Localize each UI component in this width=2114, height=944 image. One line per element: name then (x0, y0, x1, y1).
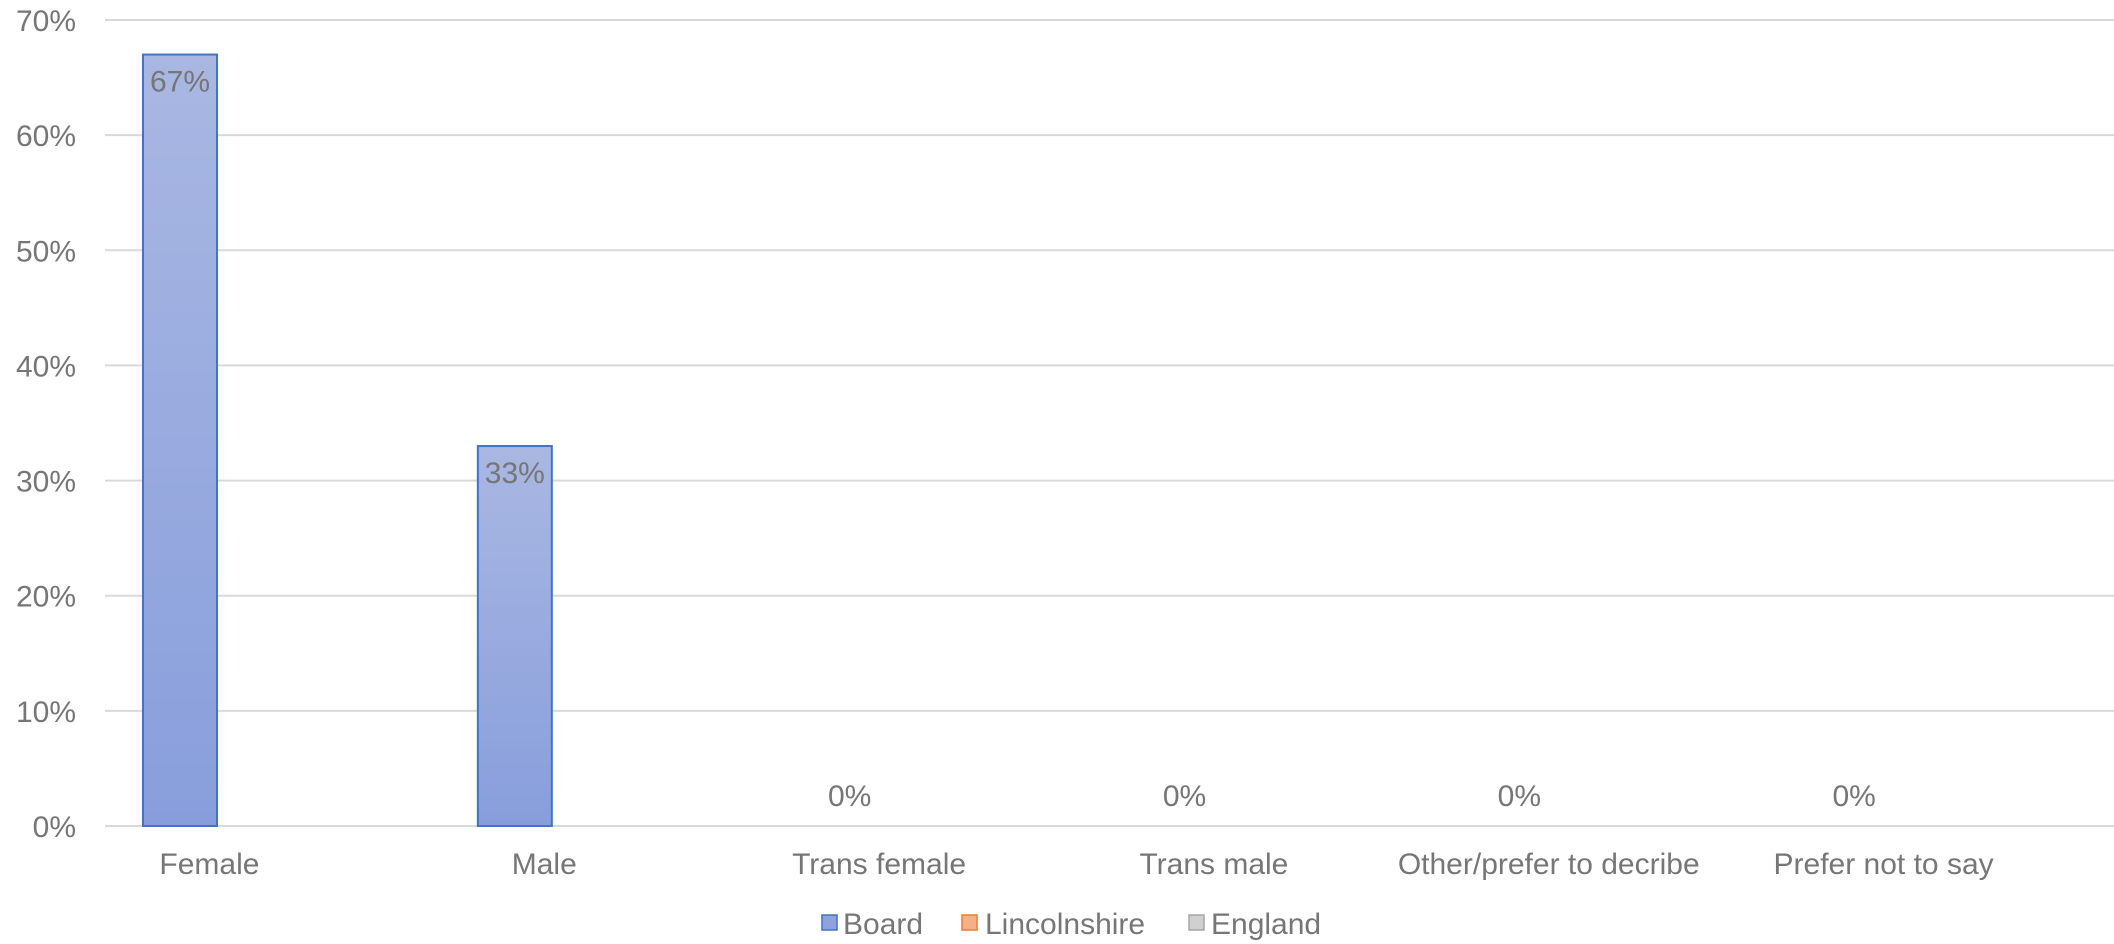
legend-label: England (1211, 908, 1321, 941)
bars (142, 53, 553, 828)
y-tick-label: 40% (16, 350, 76, 383)
gridlines (105, 19, 2114, 827)
bar-female (142, 53, 218, 828)
data-label: 0% (1498, 780, 1541, 813)
x-axis-category-labels: Female Male Trans female Trans male Other/pr… (159, 848, 1993, 881)
legend-swatch (821, 914, 838, 931)
legend-swatch (1188, 914, 1205, 931)
x-category-label: Male (512, 848, 577, 881)
legend-label: Lincolnshire (985, 908, 1145, 941)
legend-swatch (961, 914, 978, 931)
y-tick-label: 60% (16, 120, 76, 153)
y-tick-label: 30% (16, 466, 76, 499)
y-tick-label: 10% (16, 696, 76, 729)
x-category-label: Prefer not to say (1774, 848, 1994, 881)
y-tick-label: 50% (16, 235, 76, 268)
legend: Board Lincolnshire England (821, 908, 1321, 941)
y-tick-label: 20% (16, 581, 76, 614)
x-category-label: Trans female (792, 848, 966, 881)
x-category-label: Female (159, 848, 259, 881)
data-label: 0% (1163, 780, 1206, 813)
bar-male (476, 445, 553, 827)
data-label: 0% (828, 780, 871, 813)
data-label: 0% (1832, 780, 1875, 813)
data-labels: 67% 33% 0% 0% 0% 0% (150, 66, 1876, 813)
x-category-label: Trans male (1139, 848, 1288, 881)
y-tick-label: 0% (33, 811, 76, 844)
y-axis-tick-labels: 0% 10% 20% 30% 40% 50% 60% 70% (16, 5, 76, 844)
data-label: 33% (485, 457, 545, 490)
x-category-label: Other/prefer to decribe (1398, 848, 1700, 881)
y-tick-label: 70% (16, 5, 76, 38)
legend-label: Board (843, 908, 923, 941)
data-label: 67% (150, 66, 210, 99)
